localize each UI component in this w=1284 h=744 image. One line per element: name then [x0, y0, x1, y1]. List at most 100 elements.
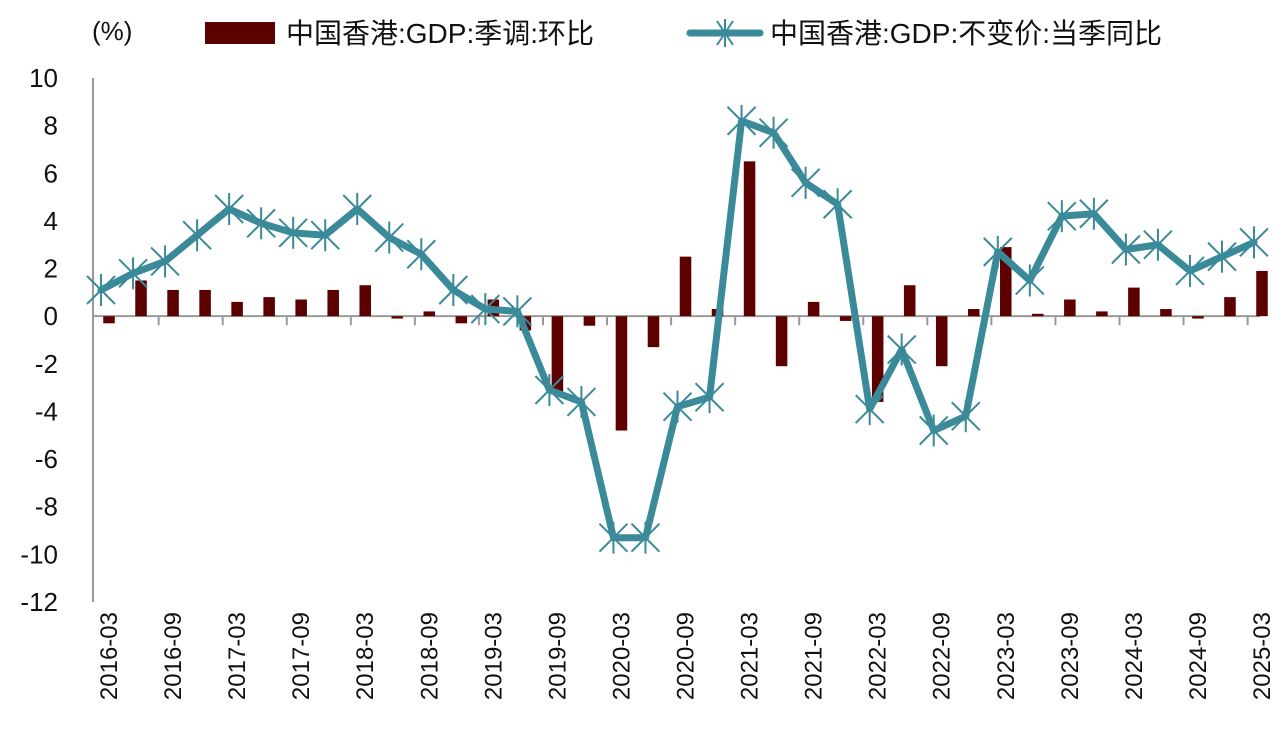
- x-tick-label: 2025-03: [1249, 612, 1276, 700]
- marker-2016-09: [150, 245, 180, 278]
- x-tick-label: 2016-03: [96, 612, 123, 700]
- marker-2024-06: [1143, 228, 1173, 261]
- marker-2021-06: [758, 116, 789, 149]
- bar-2016-03: [103, 316, 115, 324]
- bar-2023-06: [1032, 313, 1044, 317]
- marker-2021-03: [726, 104, 757, 137]
- y-tick-label: 8: [44, 111, 58, 141]
- marker-2019-06: [502, 295, 533, 328]
- bar-2016-12: [199, 289, 211, 317]
- x-axis: 2016-03 2016-09 2017-03 2017-09 2018-03 2018-…: [93, 315, 1276, 700]
- marker-2017-03: [214, 193, 244, 225]
- bar-2023-09: [1064, 299, 1076, 317]
- x-tick-label: 2023-03: [993, 612, 1020, 700]
- bar-2022-09: [935, 316, 948, 367]
- marker-2017-12: [310, 219, 340, 252]
- bar-2022-03: [871, 316, 884, 402]
- bar-2018-09: [423, 311, 436, 317]
- bar-2017-09: [295, 299, 307, 317]
- legend-line-label: 中国香港:GDP:不变价:当季同比: [770, 18, 1162, 49]
- marker-2020-06: [630, 521, 661, 554]
- marker-2024-03: [1111, 233, 1141, 266]
- bar-2021-03: [743, 161, 756, 317]
- bar-2024-12: [1224, 297, 1236, 317]
- bar-2021-09: [807, 301, 820, 317]
- marker-2018-09: [406, 238, 436, 271]
- marker-2018-03: [342, 193, 372, 225]
- x-tick-label: 2022-03: [865, 612, 892, 700]
- y-tick-label: 10: [29, 63, 58, 93]
- bar-2020-09: [679, 256, 692, 317]
- legend-asterisk-marker-icon: [716, 19, 734, 47]
- marker-2023-03: [983, 235, 1013, 268]
- y-tick-label: 6: [44, 158, 58, 188]
- x-tick-label: 2018-03: [352, 612, 379, 700]
- marker-2017-09: [278, 216, 308, 249]
- marker-2021-09: [790, 166, 821, 199]
- bar-2021-12: [839, 316, 852, 321]
- bar-2025-03: [1256, 270, 1268, 317]
- marker-2022-06: [886, 333, 917, 366]
- x-tick-label: 2022-09: [929, 612, 956, 700]
- marker-2022-12: [951, 400, 981, 433]
- bar-2020-06: [647, 316, 660, 348]
- bar-2017-03: [231, 301, 243, 317]
- bar-2022-06: [903, 285, 916, 317]
- x-tick-label: 2023-09: [1057, 612, 1084, 700]
- marker-2023-09: [1047, 200, 1077, 233]
- y-axis: 10 8 6 4 2 0 -2 -4 -6 -8 -10 -12: [20, 63, 94, 617]
- y-tick-label: 0: [44, 301, 58, 331]
- marker-2022-09: [919, 414, 949, 447]
- marker-2018-06: [374, 221, 404, 254]
- legend-item-bar[interactable]: 中国香港:GDP:季调:环比: [205, 18, 594, 49]
- bar-2024-09: [1192, 316, 1204, 319]
- x-tick-label: 2024-03: [1121, 612, 1148, 700]
- y-unit-label: (%): [92, 16, 132, 46]
- bar-2022-12: [967, 309, 980, 317]
- y-tick-label: -6: [35, 444, 58, 474]
- x-tick-label: 2018-09: [416, 612, 443, 700]
- marker-2017-06: [246, 207, 276, 240]
- marker-2023-06: [1015, 264, 1045, 297]
- marker-2025-03: [1239, 226, 1269, 259]
- legend-item-line[interactable]: 中国香港:GDP:不变价:当季同比: [686, 18, 1162, 49]
- bar-2017-06: [263, 297, 275, 317]
- bar-2016-06: [135, 280, 147, 317]
- x-tick-label: 2016-09: [160, 612, 187, 700]
- marker-2019-09: [534, 374, 565, 407]
- x-tick-label: 2017-09: [288, 612, 315, 700]
- x-tick-label: 2017-03: [224, 612, 251, 700]
- bar-2024-03: [1128, 287, 1140, 317]
- x-tick-label: 2021-09: [801, 612, 828, 700]
- marker-2020-09: [662, 390, 693, 423]
- bar-2019-09: [551, 316, 564, 393]
- x-tick-label: 2019-09: [544, 612, 571, 700]
- legend: 中国香港:GDP:季调:环比 中国香港:GDP:不变价:当季同比: [205, 18, 1162, 49]
- bar-2024-06: [1160, 309, 1172, 317]
- legend-bar-swatch: [205, 22, 275, 44]
- marker-2023-12: [1079, 197, 1109, 230]
- marker-2022-03: [854, 393, 885, 426]
- x-tick-label: 2020-03: [608, 612, 635, 700]
- bar-2019-12: [583, 316, 596, 326]
- bar-2023-03: [1000, 247, 1012, 317]
- bar-2020-03: [615, 316, 628, 431]
- y-tick-label: -10: [20, 539, 58, 569]
- yoy-line: [97, 117, 1258, 542]
- y-tick-label: 2: [44, 254, 58, 284]
- marker-2018-12: [438, 273, 469, 306]
- bar-2016-09: [167, 289, 179, 317]
- y-tick-label: -4: [35, 396, 58, 426]
- marker-2016-03: [86, 273, 116, 306]
- line-series: [86, 104, 1269, 554]
- marker-2020-03: [598, 521, 629, 554]
- y-tick-label: -2: [35, 349, 58, 379]
- bar-2018-06: [391, 316, 404, 319]
- bar-2018-03: [359, 285, 371, 317]
- y-tick-label: 4: [44, 206, 58, 236]
- marker-2021-12: [822, 188, 853, 221]
- marker-2016-12: [182, 219, 212, 252]
- marker-2019-03: [470, 293, 501, 326]
- x-tick-label: 2024-09: [1185, 612, 1212, 700]
